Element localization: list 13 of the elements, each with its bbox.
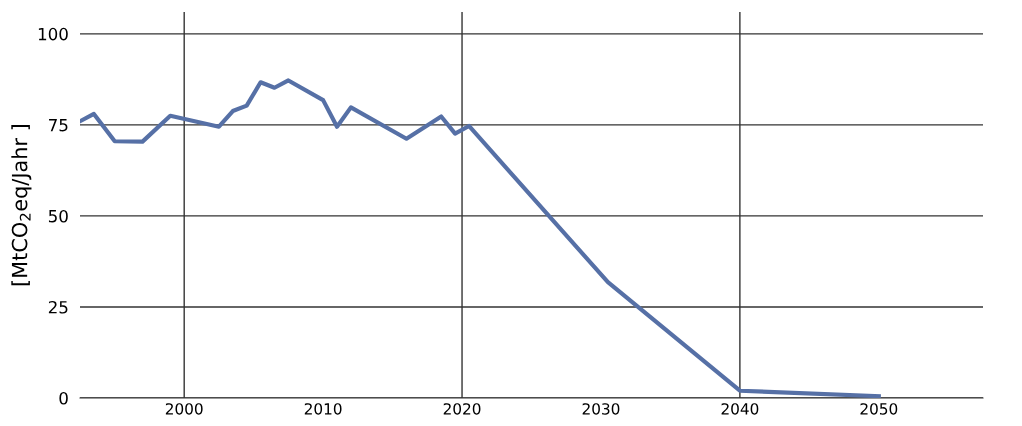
y-tick-label: 100 <box>38 27 68 41</box>
y-tick-label: 75 <box>49 119 68 132</box>
x-tick-label: 2050 <box>860 403 898 415</box>
x-tick-label: 2040 <box>721 403 759 415</box>
x-tick-label: 2020 <box>443 403 481 415</box>
y-tick-label: 25 <box>48 300 68 314</box>
x-tick-label: 2030 <box>582 403 620 415</box>
line-series <box>80 78 881 398</box>
y-axis-title: [MtCO$_{2}$eq/Jahr ] <box>11 125 32 286</box>
y-tick-label: 0 <box>59 391 68 405</box>
y-tick-label: 50 <box>48 209 68 223</box>
x-tick-label: 2000 <box>165 403 203 415</box>
x-tick-label: 2010 <box>304 403 342 415</box>
